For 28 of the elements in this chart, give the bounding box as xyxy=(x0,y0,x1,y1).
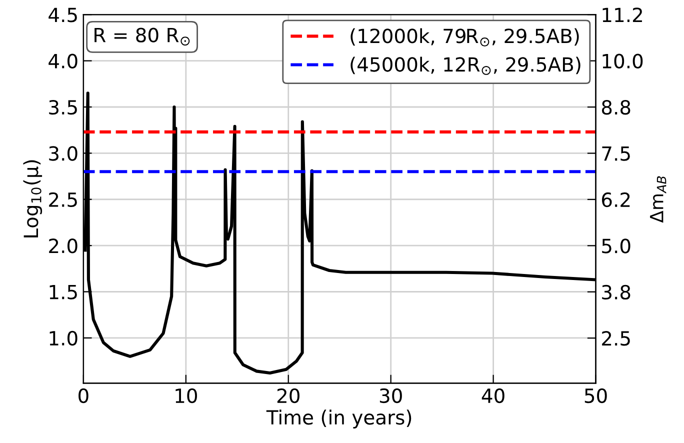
y-tick-label: 2.5 xyxy=(49,192,77,208)
y2-tick-label: 6.2 xyxy=(602,192,630,208)
y2-tick-label: 2.5 xyxy=(602,331,630,346)
y-tick-label: 1.5 xyxy=(50,284,77,300)
y-tick-label: 3.5 xyxy=(49,100,77,115)
y2-tick-label: 3.8 xyxy=(602,284,630,300)
x-tick-label: 20 xyxy=(277,388,300,404)
y-tick-label: 2.0 xyxy=(49,238,78,254)
y-tick-label: 3.0 xyxy=(49,146,78,161)
y-tick-label: 4.0 xyxy=(48,54,78,68)
annotation: R = 80 R$_{⊙}$ xyxy=(94,28,190,46)
x-tick-label: 30 xyxy=(380,388,402,404)
y-tick-label: 4.5 xyxy=(48,8,77,22)
x-tick-label: 50 xyxy=(584,388,607,404)
y2-tick-label: 5.0 xyxy=(602,238,630,254)
x-tick-label: 10 xyxy=(176,388,197,404)
legend-label: (45000k, 12R$_{⊙}$, 29.5AB) xyxy=(350,56,580,75)
y-axis-title: Log$_{10}$(μ) xyxy=(23,160,42,238)
y2-axis-title: Δm$_{AB}$ xyxy=(650,176,666,223)
x-tick-label: 40 xyxy=(482,388,504,404)
y2-tick-label: 11.2 xyxy=(602,8,642,22)
x-tick-label: 0 xyxy=(78,388,88,404)
y2-tick-label: 10.0 xyxy=(602,54,643,68)
y-tick-label: 1.0 xyxy=(50,330,78,346)
x-axis-title: Time (in years) xyxy=(266,410,412,428)
y2-tick-label: 7.5 xyxy=(602,146,630,161)
legend-label: (12000k, 79R$_{⊙}$, 29.5AB) xyxy=(350,28,579,46)
y2-tick-label: 8.8 xyxy=(602,100,630,115)
